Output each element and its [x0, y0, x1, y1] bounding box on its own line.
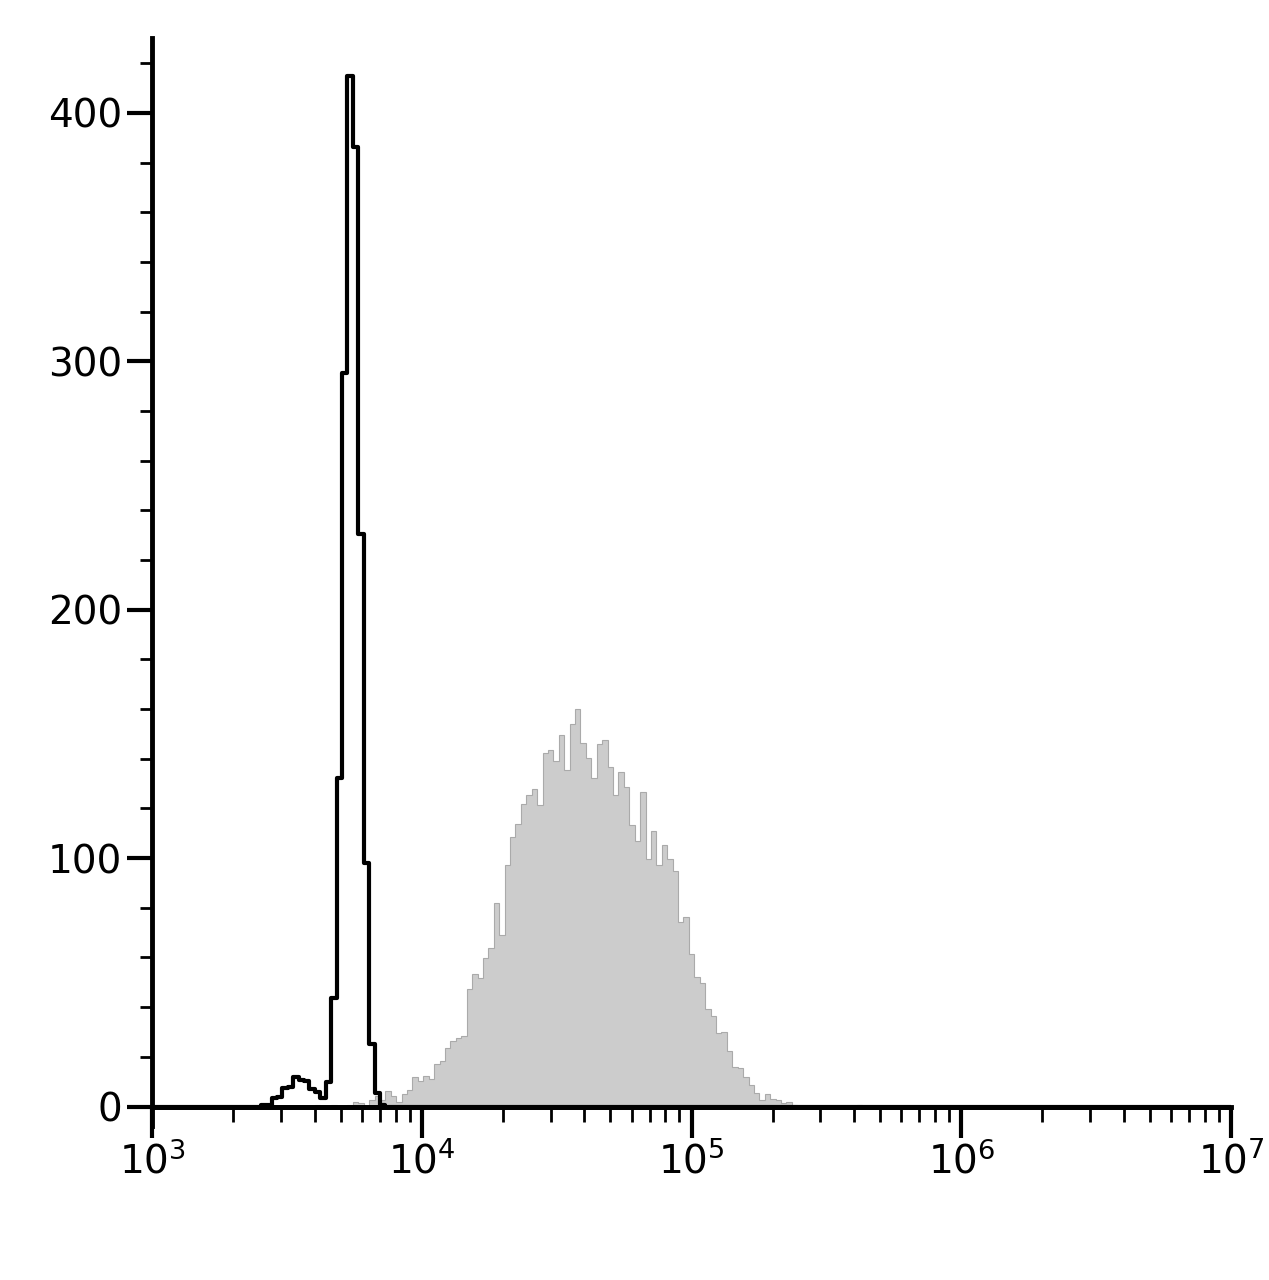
Polygon shape	[152, 709, 1231, 1106]
